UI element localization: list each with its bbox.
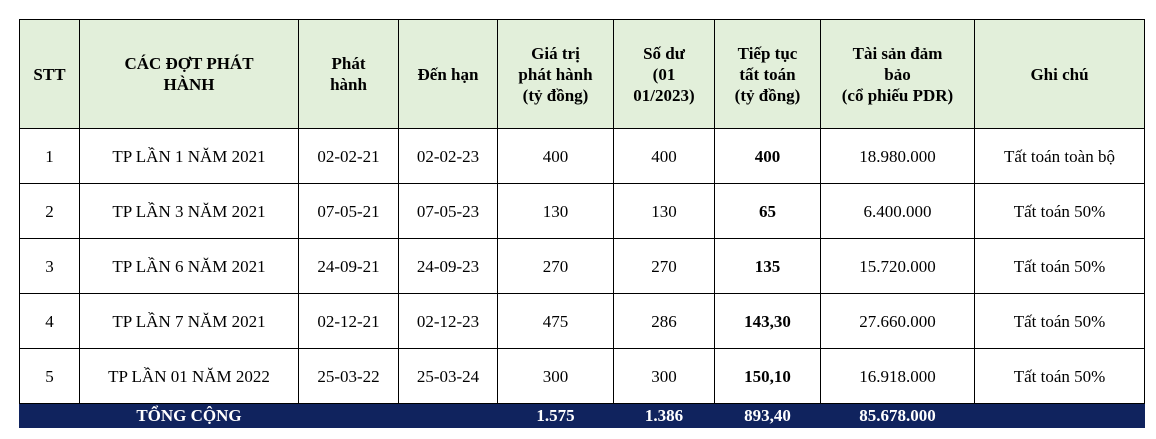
cell: Tất toán 50% [974,183,1145,239]
cell: 300 [613,348,715,404]
cell: 300 [497,348,614,404]
cell: 270 [613,238,715,294]
cell: 02-02-23 [398,128,498,184]
total-cell [398,403,498,428]
cell: 475 [497,293,614,349]
cell: 02-12-21 [298,293,399,349]
cell: 15.720.000 [820,238,975,294]
cell: 27.660.000 [820,293,975,349]
cell: Tất toán 50% [974,238,1145,294]
cell: 02-12-23 [398,293,498,349]
header-line: (tỷ đồng) [522,85,589,105]
cell: 18.980.000 [820,128,975,184]
cell: 4 [19,293,80,349]
header-line: Tiếp tục [737,43,798,63]
header-line: Ghi chú [1030,64,1089,84]
header-line: 01/2023) [633,85,695,105]
cell: 16.918.000 [820,348,975,404]
header-row: STT CÁC ĐỢT PHÁT HÀNH Phát hành Đến hạn Giá tr… [19,19,1145,129]
header-line: CÁC ĐỢT PHÁT [124,54,254,73]
data-row: 1 TP LẦN 1 NĂM 2021 02-02-21 02-02-23 400 400… [19,128,1145,184]
header-line: Giá trị [531,43,580,63]
header-line: tất toán [739,64,796,84]
header-line: Phát [331,54,366,73]
bond-table: STT CÁC ĐỢT PHÁT HÀNH Phát hành Đến hạn Giá tr… [19,19,1145,428]
data-row: 4 TP LẦN 7 NĂM 2021 02-12-21 02-12-23 475 286… [19,293,1145,349]
cell: 2 [19,183,80,239]
header-line: (01 [652,64,676,84]
cell: 25-03-22 [298,348,399,404]
cell: 24-09-21 [298,238,399,294]
cell: 07-05-23 [398,183,498,239]
total-cell: TỔNG CỘNG [79,403,299,428]
total-cell [974,403,1145,428]
cell: 400 [714,128,821,184]
total-cell: 1.575 [497,403,614,428]
header-line: hành [330,75,367,94]
cell: Tất toán toàn bộ [974,128,1145,184]
header-cell: Đến hạn [398,19,498,129]
header-cell: CÁC ĐỢT PHÁT HÀNH [79,19,299,129]
cell: 400 [497,128,614,184]
total-cell: 893,40 [714,403,821,428]
cell: 5 [19,348,80,404]
cell: TP LẦN 3 NĂM 2021 [79,183,299,239]
header-line: HÀNH [163,75,215,94]
cell: 130 [497,183,614,239]
header-line: (tỷ đồng) [734,85,801,105]
cell: TP LẦN 6 NĂM 2021 [79,238,299,294]
header-cell: Phát hành [298,19,399,129]
cell: 286 [613,293,715,349]
header-line: (cổ phiếu PDR) [841,85,954,105]
cell: 1 [19,128,80,184]
cell: 3 [19,238,80,294]
cell: 6.400.000 [820,183,975,239]
cell: 143,30 [714,293,821,349]
header-line: Đến hạn [417,64,479,84]
cell: 07-05-21 [298,183,399,239]
cell: 25-03-24 [398,348,498,404]
cell: 400 [613,128,715,184]
cell: TP LẦN 1 NĂM 2021 [79,128,299,184]
cell: TP LẦN 7 NĂM 2021 [79,293,299,349]
total-cell [298,403,399,428]
total-cell: 85.678.000 [820,403,975,428]
total-cell [19,403,80,428]
cell: TP LẦN 01 NĂM 2022 [79,348,299,404]
cell: 135 [714,238,821,294]
header-cell: STT [19,19,80,129]
cell: 150,10 [714,348,821,404]
header-cell: Số dư (01 01/2023) [613,19,715,129]
total-row: TỔNG CỘNG 1.575 1.386 893,40 85.678.000 [19,403,1145,428]
data-row: 5 TP LẦN 01 NĂM 2022 25-03-22 25-03-24 300 30… [19,348,1145,404]
header-line: phát hành [518,64,593,84]
header-cell: Tài sản đảm bảo (cổ phiếu PDR) [820,19,975,129]
header-line: bảo [884,64,911,84]
cell: Tất toán 50% [974,348,1145,404]
data-row: 3 TP LẦN 6 NĂM 2021 24-09-21 24-09-23 270 270… [19,238,1145,294]
header-cell: Giá trị phát hành (tỷ đồng) [497,19,614,129]
cell: 02-02-21 [298,128,399,184]
cell: 65 [714,183,821,239]
header-line: Số dư [643,43,685,63]
header-line: STT [33,64,66,84]
cell: 130 [613,183,715,239]
header-cell: Ghi chú [974,19,1145,129]
cell: 270 [497,238,614,294]
cell: Tất toán 50% [974,293,1145,349]
header-line: Tài sản đảm [852,43,943,63]
header-cell: Tiếp tục tất toán (tỷ đồng) [714,19,821,129]
data-row: 2 TP LẦN 3 NĂM 2021 07-05-21 07-05-23 130 130… [19,183,1145,239]
cell: 24-09-23 [398,238,498,294]
total-cell: 1.386 [613,403,715,428]
